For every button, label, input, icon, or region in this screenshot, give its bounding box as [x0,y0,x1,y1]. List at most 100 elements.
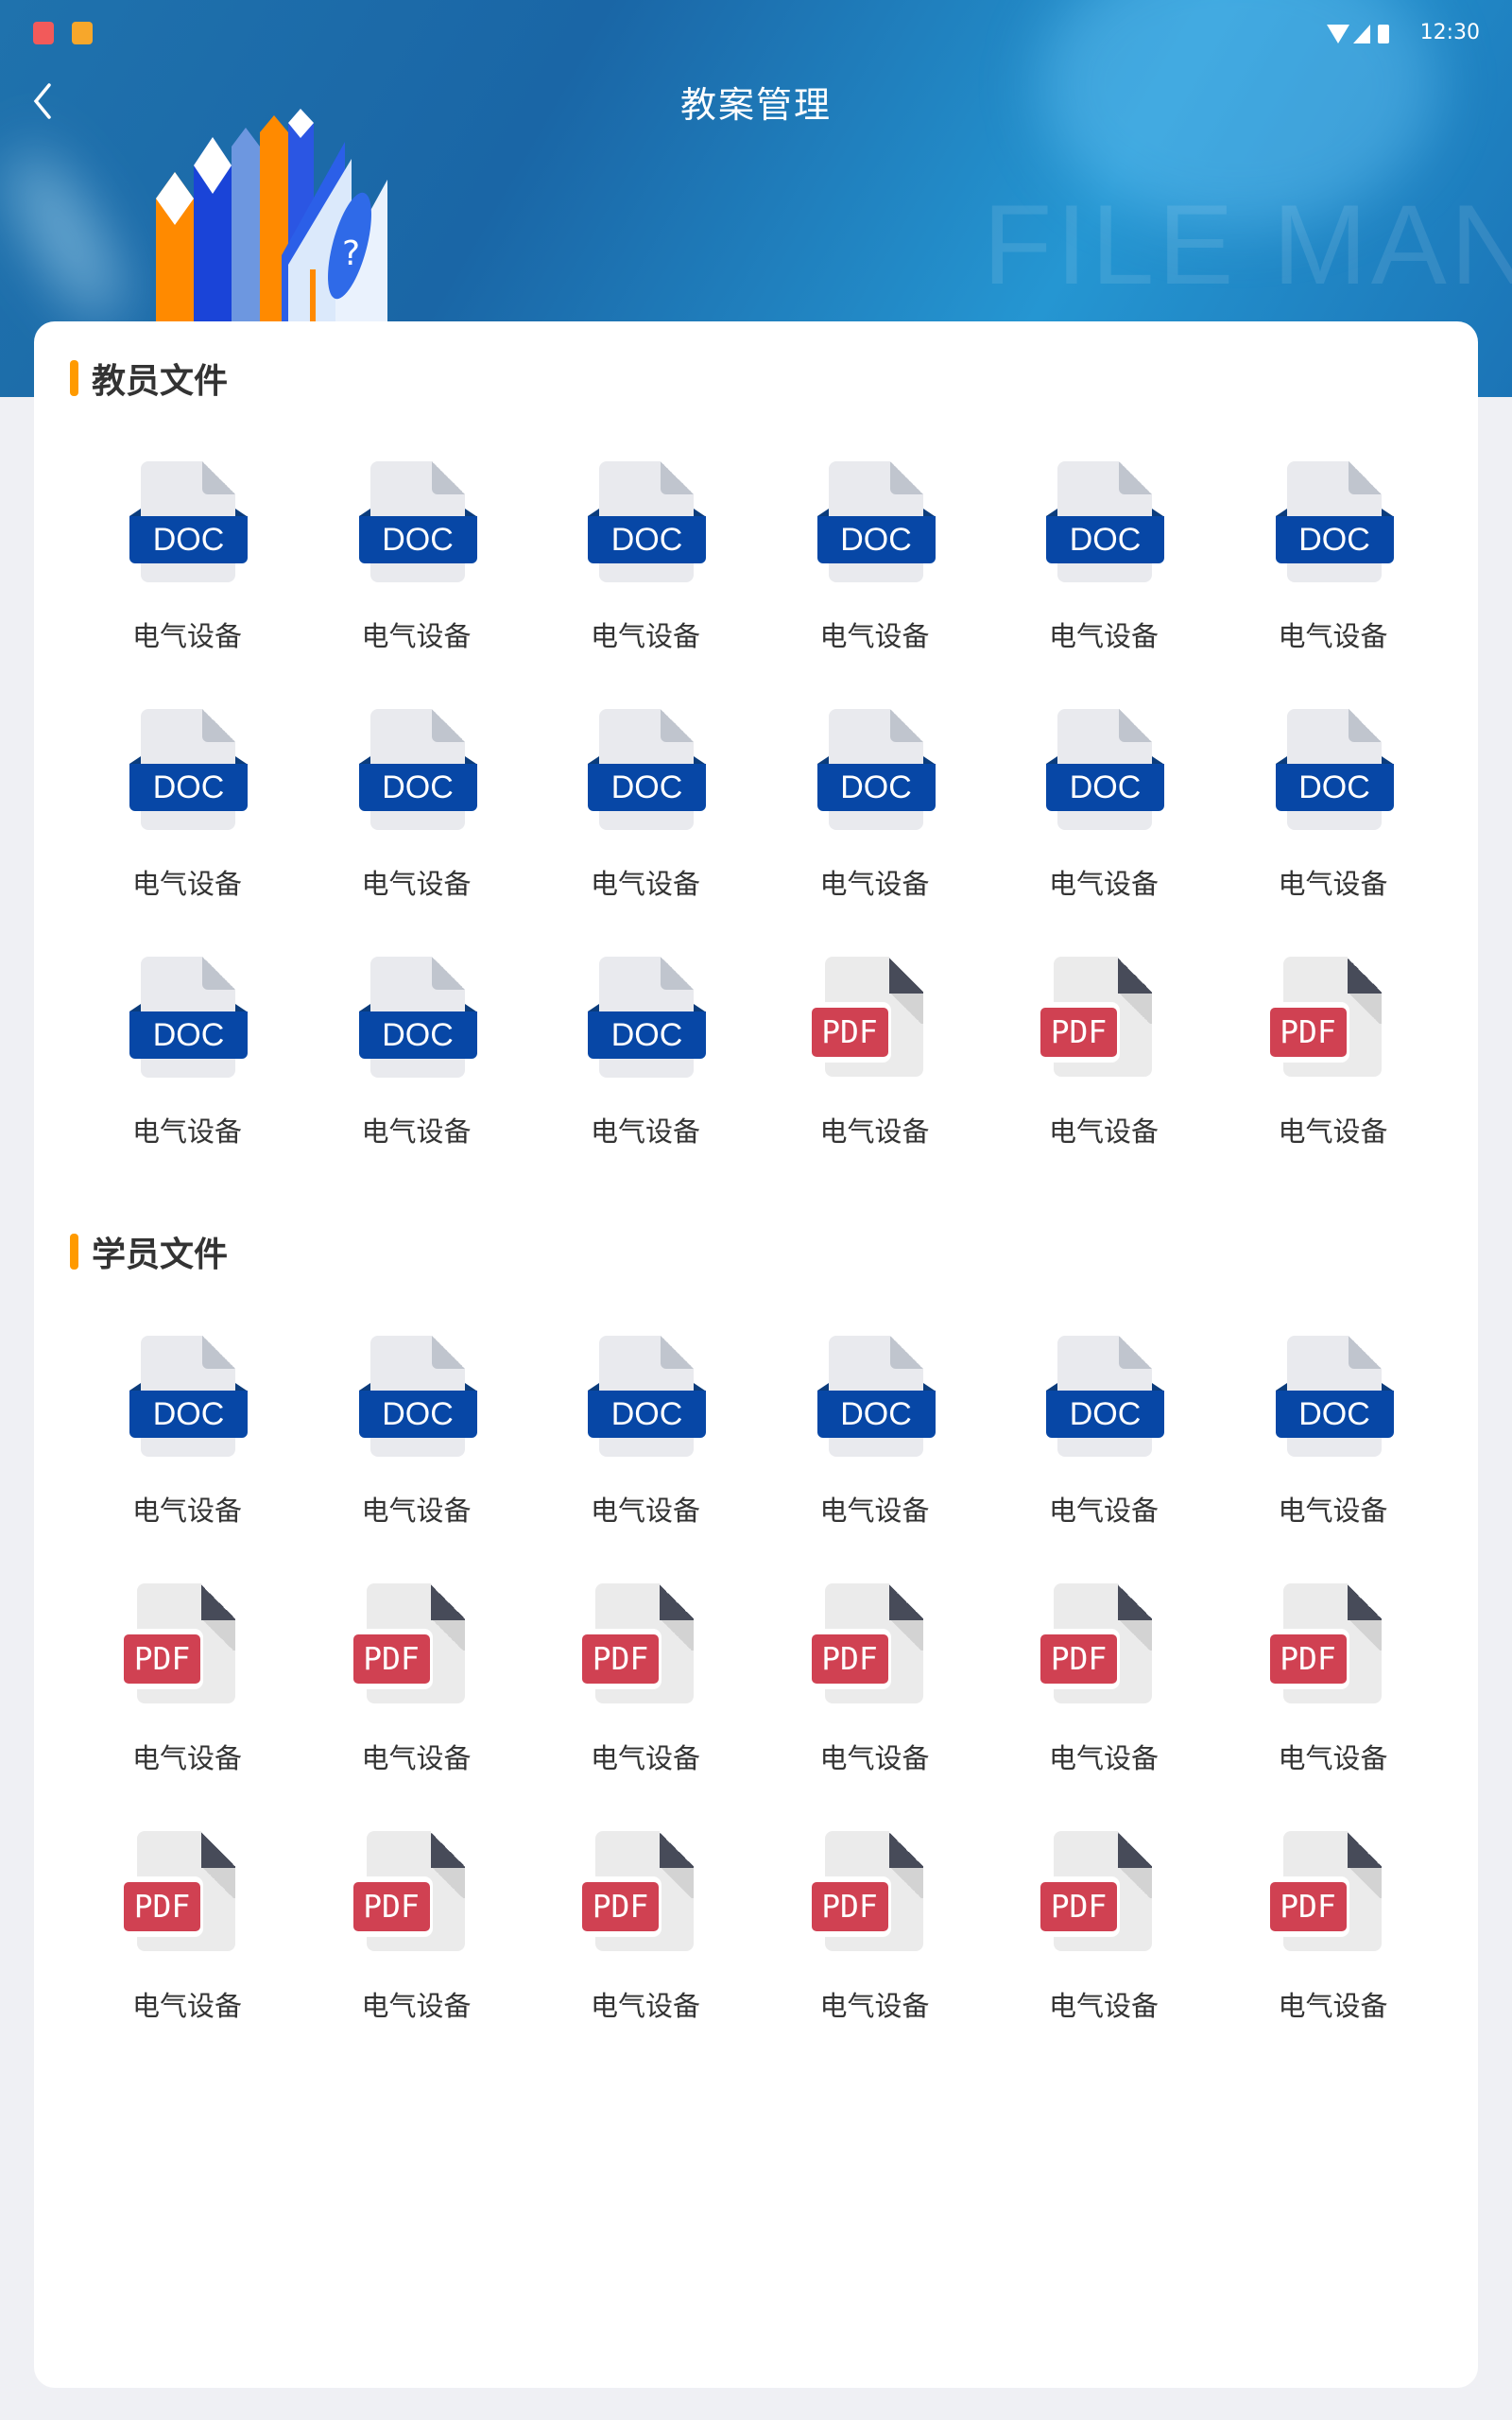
file-type-badge: DOC [129,1011,248,1059]
file-item[interactable]: DOC 电气设备 [302,1336,532,1583]
file-name: 电气设备 [590,1990,700,2022]
file-item[interactable]: PDF 电气设备 [302,1583,532,1831]
banner-glow [0,140,138,333]
file-item[interactable]: DOC 电气设备 [989,461,1219,709]
file-item[interactable]: PDF 电气设备 [989,957,1219,1204]
file-name: 电气设备 [131,868,242,900]
file-item[interactable]: PDF 电气设备 [761,1583,990,1831]
file-type-badge: PDF [582,1882,659,1931]
file-name: 电气设备 [1048,1115,1159,1148]
file-type-badge: DOC [816,516,936,563]
file-item[interactable]: DOC 电气设备 [989,709,1219,957]
file-type-badge: DOC [129,516,248,563]
file-name: 电气设备 [819,1495,930,1527]
section-title-teacher-files: 教员文件 [70,357,228,401]
file-item[interactable]: PDF 电气设备 [73,1831,302,2079]
file-item[interactable]: PDF 电气设备 [531,1831,761,2079]
notification-app-icon [72,22,93,44]
section-title-student-files: 学员文件 [70,1231,228,1274]
file-type-badge: DOC [129,1391,248,1438]
file-item[interactable]: DOC 电气设备 [761,1336,990,1583]
file-item[interactable]: DOC 电气设备 [1219,709,1449,957]
file-name: 电气设备 [590,1115,700,1148]
file-item[interactable]: PDF 电气设备 [761,957,990,1204]
file-type-badge: PDF [811,1634,888,1684]
file-item[interactable]: DOC 电气设备 [531,709,761,957]
banner-watermark: FILE MANAG [983,182,1512,308]
file-item[interactable]: DOC 电气设备 [73,957,302,1204]
file-name: 电气设备 [1278,1115,1388,1148]
file-name: 电气设备 [131,1990,242,2022]
file-name: 电气设备 [361,868,472,900]
file-type-badge: DOC [1275,764,1394,811]
file-item[interactable]: PDF 电气设备 [73,1583,302,1831]
chevron-left-icon [33,83,51,119]
file-type-badge: PDF [1269,1008,1347,1057]
back-button[interactable] [28,78,66,125]
file-name: 电气设备 [819,1742,930,1774]
file-name: 电气设备 [361,1115,472,1148]
file-item[interactable]: DOC 电气设备 [531,461,761,709]
file-item[interactable]: DOC 电气设备 [302,461,532,709]
file-item[interactable]: PDF 电气设备 [302,1831,532,2079]
file-name: 电气设备 [1278,620,1388,652]
file-type-badge: DOC [358,516,477,563]
file-item[interactable]: DOC 电气设备 [989,1336,1219,1583]
clock: 12:30 [1419,21,1480,44]
file-item[interactable]: DOC 电气设备 [73,1336,302,1583]
file-item[interactable]: PDF 电气设备 [989,1583,1219,1831]
file-item[interactable]: DOC 电气设备 [73,461,302,709]
file-name: 电气设备 [590,868,700,900]
file-type-badge: DOC [1046,1391,1164,1438]
section-accent-bar [70,1234,78,1270]
file-type-badge: DOC [358,1391,477,1438]
file-item[interactable]: DOC 电气设备 [761,709,990,957]
file-item[interactable]: DOC 电气设备 [531,957,761,1204]
content-card [34,321,1478,2388]
file-name: 电气设备 [131,1115,242,1148]
svg-text:?: ? [342,234,360,273]
file-type-badge: PDF [352,1882,430,1931]
signal-battery-icons [1327,25,1389,43]
file-type-badge: DOC [588,764,706,811]
file-type-badge: DOC [816,1391,936,1438]
file-name: 电气设备 [819,868,930,900]
status-bar: 12:30 [0,9,1512,47]
file-type-badge: DOC [358,1011,477,1059]
file-item[interactable]: DOC 电气设备 [1219,1336,1449,1583]
file-name: 电气设备 [1048,1990,1159,2022]
file-item[interactable]: DOC 电气设备 [302,709,532,957]
file-name: 电气设备 [590,620,700,652]
signal-icon [1353,25,1370,43]
file-item[interactable]: PDF 电气设备 [1219,957,1449,1204]
file-item[interactable]: DOC 电气设备 [761,461,990,709]
file-type-badge: DOC [358,764,477,811]
file-type-badge: PDF [1040,1008,1117,1057]
file-item[interactable]: DOC 电气设备 [531,1336,761,1583]
file-item[interactable]: DOC 电气设备 [302,957,532,1204]
file-type-badge: PDF [582,1634,659,1684]
file-item[interactable]: DOC 电气设备 [1219,461,1449,709]
file-type-badge: PDF [124,1882,200,1931]
file-name: 电气设备 [819,1115,930,1148]
file-type-badge: PDF [811,1882,888,1931]
file-type-badge: PDF [1040,1882,1117,1931]
file-name: 电气设备 [590,1495,700,1527]
file-type-badge: DOC [1275,1391,1394,1438]
page-title: 教案管理 [679,84,832,126]
file-type-badge: DOC [129,764,248,811]
section-accent-bar [70,360,78,396]
file-name: 电气设备 [1278,1742,1388,1774]
file-item[interactable]: PDF 电气设备 [989,1831,1219,2079]
wifi-icon [1327,25,1349,43]
file-type-badge: PDF [352,1634,430,1684]
file-item[interactable]: PDF 电气设备 [761,1831,990,2079]
section-title-text: 学员文件 [92,1236,229,1274]
file-item[interactable]: PDF 电气设备 [1219,1831,1449,2079]
file-name: 电气设备 [1278,868,1388,900]
file-item[interactable]: DOC 电气设备 [73,709,302,957]
file-item[interactable]: PDF 电气设备 [531,1583,761,1831]
file-type-badge: DOC [588,1391,706,1438]
file-name: 电气设备 [131,1495,242,1527]
file-item[interactable]: PDF 电气设备 [1219,1583,1449,1831]
